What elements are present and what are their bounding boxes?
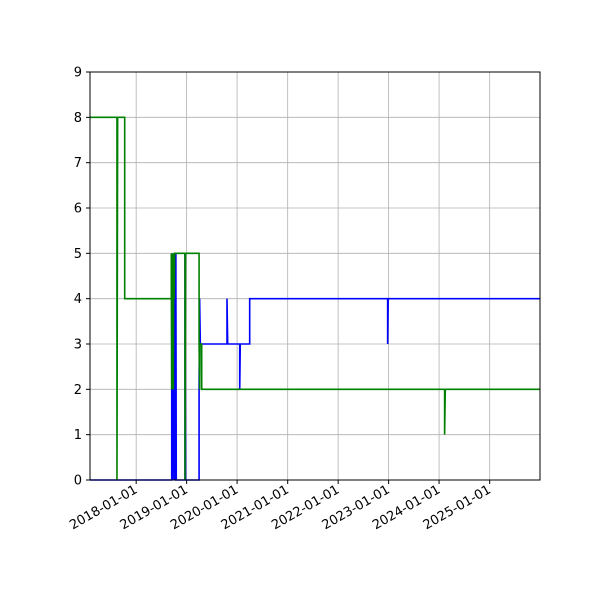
x-axis: 2018-01-012019-01-012020-01-012021-01-01… [67, 480, 494, 533]
y-tick-label: 7 [74, 156, 82, 171]
y-tick-label: 9 [74, 66, 82, 81]
y-tick-label: 1 [74, 428, 82, 443]
series-line-1 [90, 253, 540, 481]
y-axis: 0 1 2 3 4 5 6 7 8 9 [74, 66, 90, 489]
y-tick-label: 4 [74, 292, 82, 307]
plot-area-frame [89, 71, 541, 481]
y-tick-label: 5 [74, 247, 82, 262]
y-tick-label: 8 [74, 111, 82, 126]
series-layer [90, 116, 540, 481]
series-line-2 [90, 116, 540, 481]
y-tick-label: 2 [74, 383, 82, 398]
grid [90, 71, 540, 481]
y-tick-label: 0 [74, 474, 82, 489]
y-tick-label: 3 [74, 338, 82, 353]
y-tick-label: 6 [74, 202, 82, 217]
